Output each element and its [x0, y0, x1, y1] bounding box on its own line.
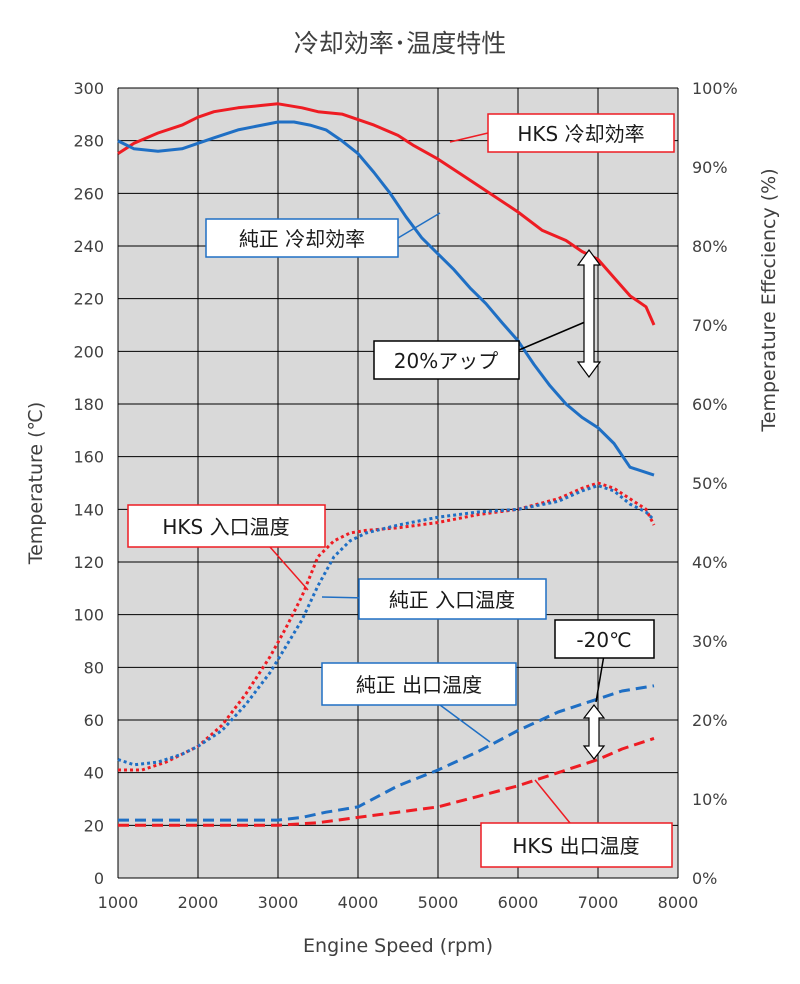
leader-stock-eff: [397, 212, 441, 239]
svg-text:HKS 冷却効率: HKS 冷却効率: [517, 122, 644, 146]
svg-text:純正 出口温度: 純正 出口温度: [356, 673, 482, 697]
y-tick-label: 0: [94, 869, 104, 888]
y2-tick-label: 50%: [692, 474, 728, 493]
svg-text:純正 入口温度: 純正 入口温度: [389, 588, 515, 612]
y-tick-label: 180: [73, 395, 104, 414]
y2-axis-title: Temperature Effeciency (%): [758, 168, 780, 432]
svg-text:20%アップ: 20%アップ: [394, 349, 498, 373]
svg-text:HKS 出口温度: HKS 出口温度: [512, 834, 639, 858]
y2-axis-ticks: 0% 10% 20% 30% 40% 50% 60% 70% 80% 90% 100%: [692, 79, 738, 888]
y2-tick-label: 80%: [692, 237, 728, 256]
leader-hks-in: [269, 546, 309, 591]
y2-tick-label: 60%: [692, 395, 728, 414]
leader-stock-out: [439, 704, 491, 743]
svg-text:純正 冷却効率: 純正 冷却効率: [239, 227, 365, 251]
x-tick-label: 5000: [418, 893, 459, 912]
y-tick-label: 140: [73, 500, 104, 519]
y2-tick-label: 10%: [692, 790, 728, 809]
y-axis-title: Temperature (℃): [25, 402, 47, 566]
series-stock-outlet: [118, 684, 655, 822]
series-stock-efficiency: [117, 120, 655, 477]
y-tick-label: 40: [84, 764, 104, 783]
label-stock-outlet: 純正 出口温度: [321, 662, 517, 706]
leader-hks-out: [534, 779, 571, 824]
x-tick-label: 8000: [658, 893, 699, 912]
label-hks-outlet: HKS 出口温度: [480, 822, 673, 868]
y2-tick-label: 0%: [692, 869, 717, 888]
y-tick-label: 100: [73, 606, 104, 625]
y-tick-label: 20: [84, 816, 104, 835]
x-tick-label: 1000: [98, 893, 139, 912]
y2-tick-label: 30%: [692, 632, 728, 651]
label-stock-efficiency: 純正 冷却効率: [205, 218, 399, 258]
label-gain: 20%アップ: [373, 340, 520, 380]
y-tick-label: 260: [73, 184, 104, 203]
y-axis-ticks: 0 20 40 60 80 100 120 140 160 180 200 220 240 260 280 3…: [73, 79, 104, 888]
y-tick-label: 160: [73, 448, 104, 467]
label-drop: -20℃: [554, 619, 655, 659]
y-tick-label: 280: [73, 132, 104, 151]
x-tick-label: 2000: [178, 893, 219, 912]
gain-arrow: [576, 248, 602, 379]
x-tick-label: 4000: [338, 893, 379, 912]
chart-title: 冷却効率･温度特性: [294, 29, 507, 58]
drop-arrow: [582, 704, 606, 760]
y2-tick-label: 100%: [692, 79, 738, 98]
series-stock-inlet: [117, 484, 656, 767]
y2-tick-label: 90%: [692, 158, 728, 177]
svg-text:-20℃: -20℃: [576, 628, 631, 652]
x-axis-ticks: 1000 2000 3000 4000 5000 6000 7000 8000: [98, 893, 699, 912]
series-lines: [117, 102, 656, 827]
y-tick-label: 60: [84, 711, 104, 730]
leader-hks-eff: [449, 132, 489, 143]
y-tick-label: 240: [73, 237, 104, 256]
y-tick-label: 120: [73, 553, 104, 572]
y2-tick-label: 40%: [692, 553, 728, 572]
y2-tick-label: 70%: [692, 316, 728, 335]
y-tick-label: 80: [84, 658, 104, 677]
y2-tick-label: 20%: [692, 711, 728, 730]
x-tick-label: 6000: [498, 893, 539, 912]
series-hks-inlet: [118, 481, 656, 772]
x-axis-title: Engine Speed (rpm): [303, 935, 493, 957]
label-hks-inlet: HKS 入口温度: [127, 504, 326, 548]
x-tick-label: 7000: [578, 893, 619, 912]
series-hks-outlet: [118, 736, 655, 827]
y-tick-label: 200: [73, 342, 104, 361]
svg-text:HKS 入口温度: HKS 入口温度: [162, 515, 289, 539]
y-tick-label: 220: [73, 290, 104, 309]
leader-gain: [518, 321, 586, 351]
label-hks-efficiency: HKS 冷却効率: [487, 113, 675, 153]
leader-drop: [595, 654, 605, 703]
label-stock-inlet: 純正 入口温度: [358, 578, 547, 620]
y-tick-label: 300: [73, 79, 104, 98]
x-tick-label: 3000: [258, 893, 299, 912]
